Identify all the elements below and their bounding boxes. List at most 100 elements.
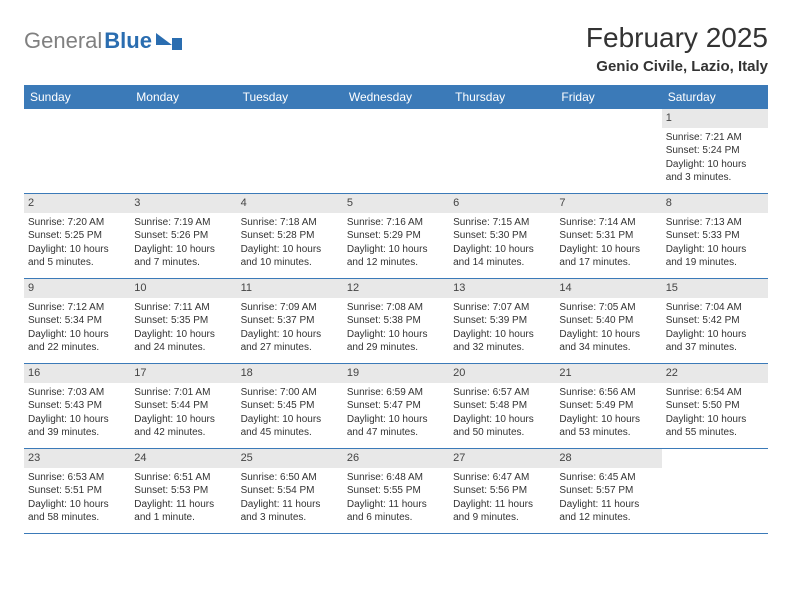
sunrise-text: Sunrise: 7:15 AM — [453, 216, 551, 230]
sunrise-text: Sunrise: 7:12 AM — [28, 301, 126, 315]
daylight-text: Daylight: 10 hours and 24 minutes. — [134, 328, 232, 355]
sunrise-text: Sunrise: 7:04 AM — [666, 301, 764, 315]
sunset-text: Sunset: 5:42 PM — [666, 314, 764, 328]
daylight-text: Daylight: 11 hours and 9 minutes. — [453, 498, 551, 525]
daylight-text: Daylight: 10 hours and 7 minutes. — [134, 243, 232, 270]
day-header-thu: Thursday — [449, 85, 555, 109]
sunset-text: Sunset: 5:50 PM — [666, 399, 764, 413]
day-header-tue: Tuesday — [237, 85, 343, 109]
day-number: 11 — [237, 279, 343, 298]
day-number: 10 — [130, 279, 236, 298]
logo: GeneralBlue — [24, 28, 182, 54]
sunrise-text: Sunrise: 7:14 AM — [559, 216, 657, 230]
week-row: 16Sunrise: 7:03 AMSunset: 5:43 PMDayligh… — [24, 364, 768, 449]
week-row: 9Sunrise: 7:12 AMSunset: 5:34 PMDaylight… — [24, 279, 768, 364]
sunrise-text: Sunrise: 6:47 AM — [453, 471, 551, 485]
day-cell: 17Sunrise: 7:01 AMSunset: 5:44 PMDayligh… — [130, 364, 236, 448]
sunrise-text: Sunrise: 7:00 AM — [241, 386, 339, 400]
sunrise-text: Sunrise: 7:11 AM — [134, 301, 232, 315]
day-cell: 6Sunrise: 7:15 AMSunset: 5:30 PMDaylight… — [449, 194, 555, 278]
day-number: 15 — [662, 279, 768, 298]
daylight-text: Daylight: 10 hours and 50 minutes. — [453, 413, 551, 440]
week-row: 23Sunrise: 6:53 AMSunset: 5:51 PMDayligh… — [24, 449, 768, 534]
sunrise-text: Sunrise: 6:54 AM — [666, 386, 764, 400]
day-number: 13 — [449, 279, 555, 298]
day-number: 28 — [555, 449, 661, 468]
empty-cell — [343, 109, 449, 193]
sunset-text: Sunset: 5:45 PM — [241, 399, 339, 413]
day-number: 22 — [662, 364, 768, 383]
day-number: 9 — [24, 279, 130, 298]
daylight-text: Daylight: 10 hours and 22 minutes. — [28, 328, 126, 355]
sunset-text: Sunset: 5:38 PM — [347, 314, 445, 328]
day-cell: 19Sunrise: 6:59 AMSunset: 5:47 PMDayligh… — [343, 364, 449, 448]
daylight-text: Daylight: 10 hours and 14 minutes. — [453, 243, 551, 270]
sunset-text: Sunset: 5:53 PM — [134, 484, 232, 498]
day-cell: 11Sunrise: 7:09 AMSunset: 5:37 PMDayligh… — [237, 279, 343, 363]
day-header-fri: Friday — [555, 85, 661, 109]
day-header-mon: Monday — [130, 85, 236, 109]
sunrise-text: Sunrise: 7:07 AM — [453, 301, 551, 315]
sunrise-text: Sunrise: 6:59 AM — [347, 386, 445, 400]
daylight-text: Daylight: 11 hours and 3 minutes. — [241, 498, 339, 525]
daylight-text: Daylight: 10 hours and 3 minutes. — [666, 158, 764, 185]
week-row: 2Sunrise: 7:20 AMSunset: 5:25 PMDaylight… — [24, 194, 768, 279]
sunrise-text: Sunrise: 6:45 AM — [559, 471, 657, 485]
daylight-text: Daylight: 10 hours and 12 minutes. — [347, 243, 445, 270]
sunset-text: Sunset: 5:37 PM — [241, 314, 339, 328]
sunrise-text: Sunrise: 7:20 AM — [28, 216, 126, 230]
daylight-text: Daylight: 10 hours and 17 minutes. — [559, 243, 657, 270]
day-cell: 15Sunrise: 7:04 AMSunset: 5:42 PMDayligh… — [662, 279, 768, 363]
day-cell: 14 Sunrise: 7:05 AMSunset: 5:40 PMDayligh… — [555, 279, 661, 363]
day-cell: 9Sunrise: 7:12 AMSunset: 5:34 PMDaylight… — [24, 279, 130, 363]
sunset-text: Sunset: 5:24 PM — [666, 144, 764, 158]
sunset-text: Sunset: 5:30 PM — [453, 229, 551, 243]
day-number: 19 — [343, 364, 449, 383]
sunset-text: Sunset: 5:56 PM — [453, 484, 551, 498]
sunrise-text: Sunrise: 6:48 AM — [347, 471, 445, 485]
sunset-text: Sunset: 5:26 PM — [134, 229, 232, 243]
sunrise-text: Sunrise: 6:56 AM — [559, 386, 657, 400]
day-cell: 21Sunrise: 6:56 AMSunset: 5:49 PMDayligh… — [555, 364, 661, 448]
day-cell: 23Sunrise: 6:53 AMSunset: 5:51 PMDayligh… — [24, 449, 130, 533]
empty-cell — [449, 109, 555, 193]
daylight-text: Daylight: 11 hours and 1 minute. — [134, 498, 232, 525]
logo-text-gray: General — [24, 28, 102, 54]
day-number: 12 — [343, 279, 449, 298]
day-header-wed: Wednesday — [343, 85, 449, 109]
day-cell: 3Sunrise: 7:19 AMSunset: 5:26 PMDaylight… — [130, 194, 236, 278]
sunset-text: Sunset: 5:49 PM — [559, 399, 657, 413]
daylight-text: Daylight: 10 hours and 39 minutes. — [28, 413, 126, 440]
daylight-text: Daylight: 10 hours and 27 minutes. — [241, 328, 339, 355]
day-number: 5 — [343, 194, 449, 213]
day-cell: 24Sunrise: 6:51 AMSunset: 5:53 PMDayligh… — [130, 449, 236, 533]
daylight-text: Daylight: 10 hours and 34 minutes. — [559, 328, 657, 355]
day-number: 20 — [449, 364, 555, 383]
day-number: 8 — [662, 194, 768, 213]
empty-cell — [24, 109, 130, 193]
day-cell: 25Sunrise: 6:50 AMSunset: 5:54 PMDayligh… — [237, 449, 343, 533]
day-cell: 13Sunrise: 7:07 AMSunset: 5:39 PMDayligh… — [449, 279, 555, 363]
daylight-text: Daylight: 10 hours and 45 minutes. — [241, 413, 339, 440]
daylight-text: Daylight: 11 hours and 12 minutes. — [559, 498, 657, 525]
sunrise-text: Sunrise: 7:01 AM — [134, 386, 232, 400]
sunset-text: Sunset: 5:33 PM — [666, 229, 764, 243]
sunset-text: Sunset: 5:28 PM — [241, 229, 339, 243]
day-cell: 28Sunrise: 6:45 AMSunset: 5:57 PMDayligh… — [555, 449, 661, 533]
day-number: 3 — [130, 194, 236, 213]
day-header-sun: Sunday — [24, 85, 130, 109]
sunset-text: Sunset: 5:39 PM — [453, 314, 551, 328]
sunset-text: Sunset: 5:40 PM — [559, 314, 657, 328]
sunrise-text: Sunrise: 7:05 AM — [559, 301, 657, 315]
day-cell: 2Sunrise: 7:20 AMSunset: 5:25 PMDaylight… — [24, 194, 130, 278]
empty-cell — [662, 449, 768, 533]
sunset-text: Sunset: 5:54 PM — [241, 484, 339, 498]
sunrise-text: Sunrise: 7:13 AM — [666, 216, 764, 230]
day-number: 14 — [555, 279, 661, 298]
daylight-text: Daylight: 10 hours and 10 minutes. — [241, 243, 339, 270]
day-cell: 16Sunrise: 7:03 AMSunset: 5:43 PMDayligh… — [24, 364, 130, 448]
day-number: 21 — [555, 364, 661, 383]
daylight-text: Daylight: 10 hours and 29 minutes. — [347, 328, 445, 355]
day-cell: 18Sunrise: 7:00 AMSunset: 5:45 PMDayligh… — [237, 364, 343, 448]
sunrise-text: Sunrise: 7:03 AM — [28, 386, 126, 400]
